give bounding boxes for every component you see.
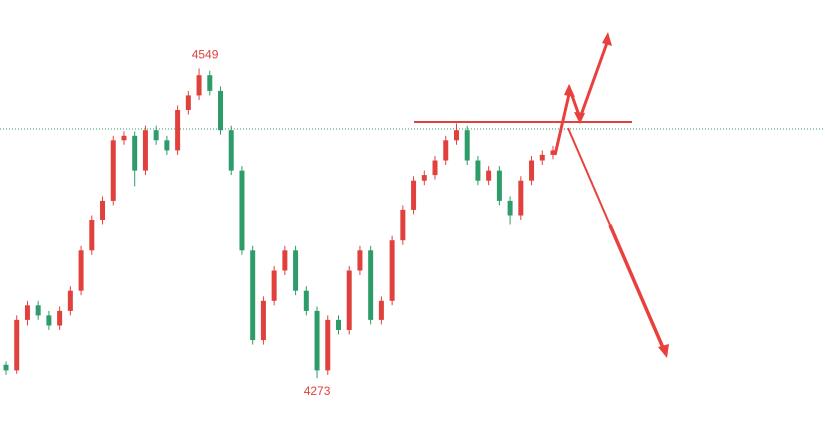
candle-body xyxy=(293,250,299,291)
candle-body xyxy=(453,130,459,141)
candle-body xyxy=(175,109,181,151)
candle-body xyxy=(550,150,556,155)
arrowhead xyxy=(658,344,669,358)
candle-body xyxy=(218,90,224,131)
arrowhead xyxy=(564,84,575,97)
candle-body xyxy=(196,75,202,96)
candle-body xyxy=(443,140,449,161)
candle-body xyxy=(314,310,320,371)
candle-body xyxy=(432,160,438,176)
arrowhead xyxy=(602,32,612,46)
candle-body xyxy=(411,180,417,210)
candle-body xyxy=(325,319,331,371)
candle-body xyxy=(475,160,481,181)
candle-body xyxy=(368,250,374,320)
candle-body xyxy=(303,290,309,311)
candle-body xyxy=(164,140,170,151)
candle-body xyxy=(24,305,30,320)
candle-body xyxy=(3,364,9,371)
candle-body xyxy=(346,270,352,330)
candle-body xyxy=(529,160,535,181)
candle-body xyxy=(507,200,513,216)
candle-body xyxy=(486,170,492,181)
up-arrow-path xyxy=(553,39,610,156)
arrowhead xyxy=(574,112,585,124)
candle-body xyxy=(132,135,138,171)
candle-body xyxy=(57,310,63,326)
candle-body xyxy=(357,250,363,271)
candle-body xyxy=(539,154,545,161)
candle-body xyxy=(121,135,127,141)
candle-body xyxy=(518,180,524,216)
candle-body xyxy=(110,140,116,201)
down-arrow-path xyxy=(608,224,666,351)
candle-body xyxy=(389,240,395,301)
candle-body xyxy=(142,130,148,171)
candle-body xyxy=(335,319,341,330)
candle-body xyxy=(46,315,52,326)
price-label: 4273 xyxy=(304,384,331,398)
candle-body xyxy=(14,319,20,371)
candle-body xyxy=(260,300,266,341)
price-label: 4549 xyxy=(192,47,219,61)
candle-body xyxy=(282,250,288,271)
candle-body xyxy=(378,300,384,320)
candle-body xyxy=(153,130,159,141)
candle-body xyxy=(207,75,213,91)
candle-body xyxy=(228,130,234,171)
candle-body xyxy=(35,305,41,316)
candle-body xyxy=(185,95,191,110)
candle-body xyxy=(464,130,470,161)
candle-body xyxy=(400,209,406,241)
candle-body xyxy=(271,270,277,301)
candle-body xyxy=(89,219,95,251)
candle-body xyxy=(239,170,245,251)
candle-body xyxy=(421,175,427,181)
candle-body xyxy=(250,250,256,341)
candle-body xyxy=(78,250,84,291)
candle-body xyxy=(67,290,73,311)
candle-body xyxy=(496,170,502,201)
candle-body xyxy=(100,200,106,220)
